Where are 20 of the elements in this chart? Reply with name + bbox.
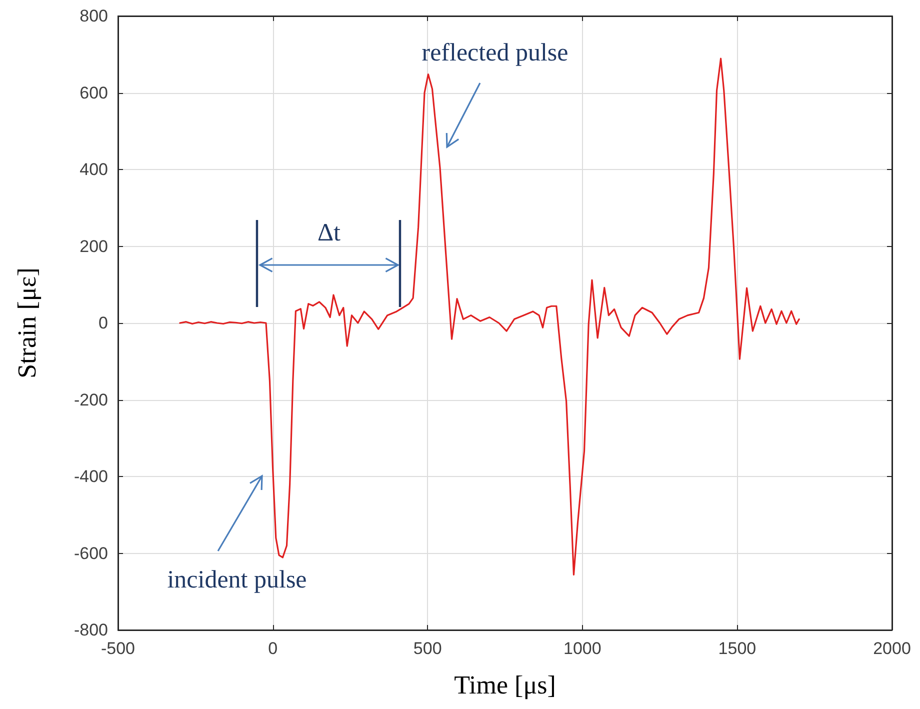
annotation: Δt: [317, 220, 341, 247]
y-tick-label: 800: [80, 6, 108, 26]
annotation: incident pulse: [167, 566, 307, 594]
y-tick-label: 200: [80, 236, 108, 256]
x-tick-label: 500: [413, 639, 442, 658]
x-tick-label: -500: [100, 639, 136, 658]
annotation: reflected pulse: [422, 40, 568, 67]
x-axis-title: Time [μs]: [454, 670, 556, 700]
y-tick-label: -600: [74, 544, 108, 563]
y-tick-label: -200: [74, 390, 108, 410]
y-tick-label: -800: [74, 620, 108, 640]
y-tick-label: 400: [80, 160, 108, 179]
x-tick-label: 0: [268, 639, 278, 658]
x-tick-label: 1000: [563, 639, 602, 658]
x-tick-label: 2000: [873, 639, 911, 658]
y-tick-label: 0: [98, 314, 108, 332]
y-tick-label: -400: [74, 467, 108, 486]
y-tick-label: 600: [80, 83, 108, 102]
x-tick-label: 1500: [718, 639, 756, 658]
y-axis-title: Strain [με]: [12, 268, 42, 378]
